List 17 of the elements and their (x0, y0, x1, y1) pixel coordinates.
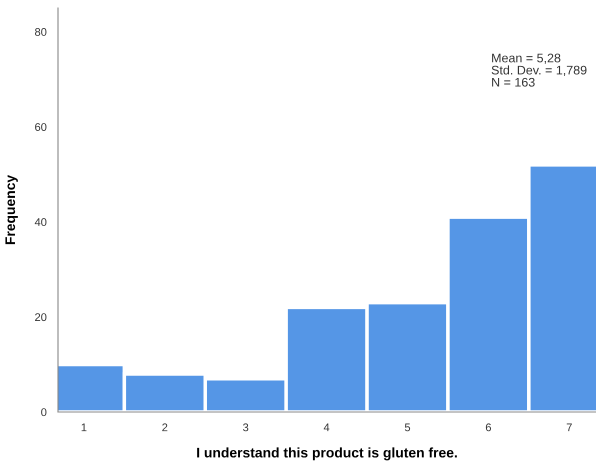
y-axis-title: Frequency (5, 174, 18, 244)
annotation: Std. Dev. = 1,789 (492, 65, 587, 76)
y-tick-label: 0 (41, 408, 46, 416)
x-axis-title: I understand this product is gluten free. (197, 447, 457, 460)
x-tick-label: 7 (566, 424, 572, 432)
y-tick-label: 20 (35, 313, 46, 322)
y-tick-label: 40 (34, 218, 46, 226)
y-tick-label: 80 (35, 28, 46, 36)
x-tick-label: 6 (486, 423, 491, 432)
x-tick-label: 1 (82, 424, 86, 432)
y-tick-label: 60 (35, 123, 46, 131)
annotation: Mean = 5,28 (492, 54, 560, 64)
annotation: N = 163 (492, 78, 535, 87)
x-tick-label: 2 (162, 423, 168, 432)
x-tick-label: 3 (243, 423, 248, 432)
x-tick-label: 5 (404, 424, 410, 432)
x-tick-label: 4 (324, 424, 330, 432)
